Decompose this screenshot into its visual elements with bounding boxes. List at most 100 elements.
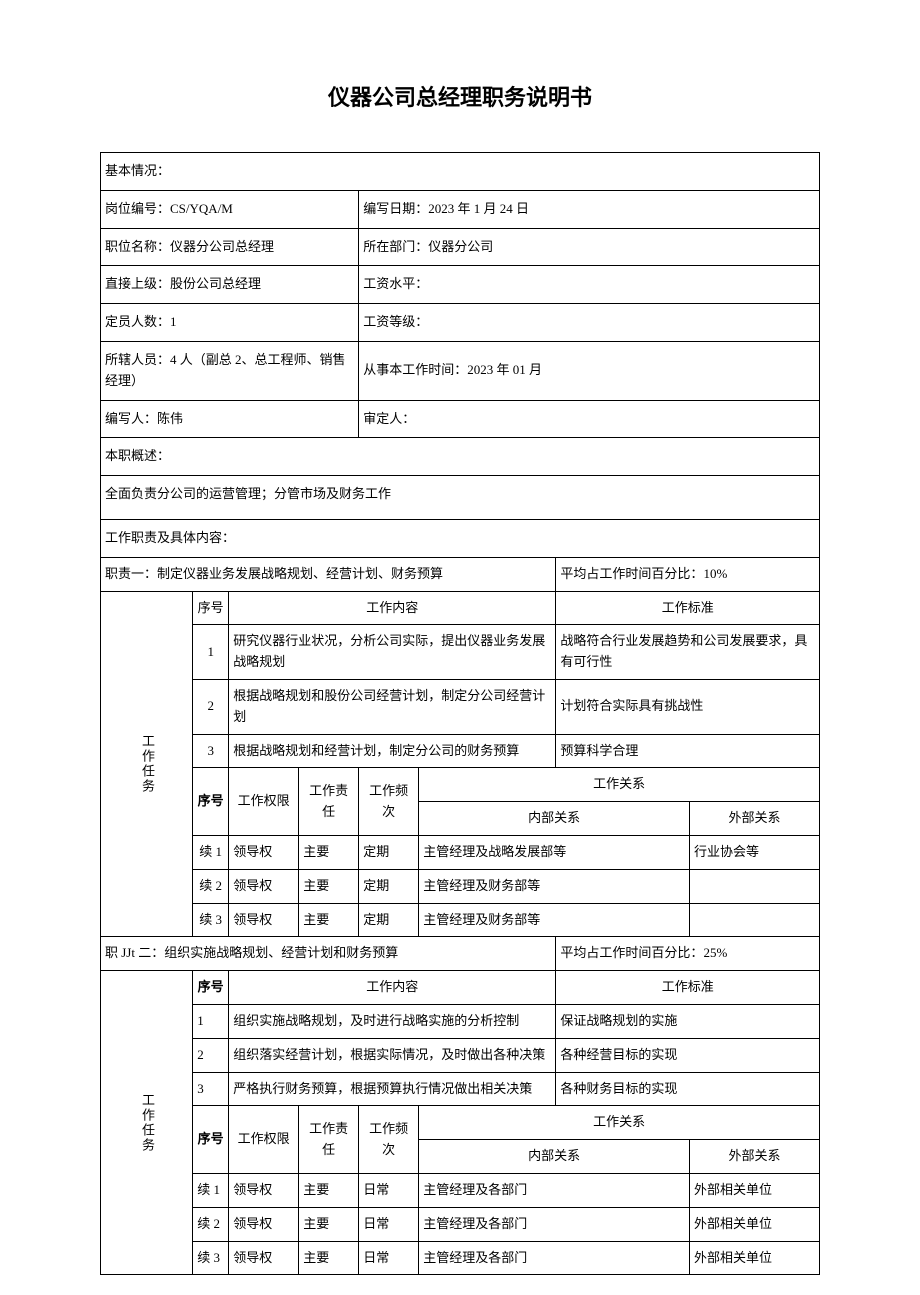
d2-c3-ext: 外部相关单位 — [690, 1241, 820, 1275]
d2-c1-freq: 日常 — [359, 1173, 419, 1207]
d1-c3-resp: 主要 — [299, 903, 359, 937]
duty1-title: 职责一：制定仪器业务发展战略规划、经营计划、财务预算 — [101, 557, 556, 591]
salary-level-cell: 工资水平： — [359, 266, 820, 304]
headcount-cell: 定员人数：1 — [101, 304, 359, 342]
d2-c1-resp: 主要 — [299, 1173, 359, 1207]
d2-c3-freq: 日常 — [359, 1241, 419, 1275]
d1-c1-freq: 定期 — [359, 835, 419, 869]
d2-c2-freq: 日常 — [359, 1207, 419, 1241]
d1-r3-seq: 3 — [193, 734, 229, 768]
overview-section-header: 本职概述： — [101, 438, 820, 476]
d1-r1-content: 研究仪器行业状况，分析公司实际，提出仪器业务发展战略规划 — [229, 625, 556, 680]
d1-c1-ext: 行业协会等 — [690, 835, 820, 869]
col-frequency-2: 工作频次 — [359, 1106, 419, 1174]
d1-r1-seq: 1 — [193, 625, 229, 680]
duty2-pct-label: 平均占工作时间百分比： — [560, 945, 703, 960]
d2-c1-int: 主管经理及各部门 — [419, 1173, 690, 1207]
d2-c3-int: 主管经理及各部门 — [419, 1241, 690, 1275]
d1-r3-standard: 预算科学合理 — [556, 734, 820, 768]
duty1-task-label: 工作任务 — [101, 591, 193, 937]
d1-c1-int: 主管经理及战略发展部等 — [419, 835, 690, 869]
d2-c2-ext: 外部相关单位 — [690, 1207, 820, 1241]
d1-c2-auth: 领导权 — [229, 869, 299, 903]
d2-c3-seq: 续 3 — [193, 1241, 229, 1275]
job-description-table: 基本情况： 岗位编号：CS/YQA/M 编写日期：2023 年 1 月 24 日… — [100, 152, 820, 1275]
position-name-cell: 职位名称：仪器分公司总经理 — [101, 228, 359, 266]
col-external: 外部关系 — [690, 802, 820, 836]
d2-r1-content: 组织实施战略规划，及时进行战略实施的分析控制 — [229, 1004, 556, 1038]
d1-c3-seq: 续 3 — [193, 903, 229, 937]
dept-value: 仪器分公司 — [428, 239, 493, 254]
col-responsibility-2: 工作责任 — [299, 1106, 359, 1174]
col-relation-2: 工作关系 — [419, 1106, 820, 1140]
col-frequency: 工作频次 — [359, 768, 419, 836]
d2-r3-seq: 3 — [193, 1072, 229, 1106]
d1-c2-seq: 续 2 — [193, 869, 229, 903]
d2-c2-auth: 领导权 — [229, 1207, 299, 1241]
d1-c3-auth: 领导权 — [229, 903, 299, 937]
position-name-label: 职位名称： — [105, 239, 170, 254]
col-seq-2: 序号 — [193, 768, 229, 836]
writer-cell: 编写人：陈伟 — [101, 400, 359, 438]
col-internal: 内部关系 — [419, 802, 690, 836]
d1-c1-auth: 领导权 — [229, 835, 299, 869]
d2-c3-resp: 主要 — [299, 1241, 359, 1275]
d2-r1-seq: 1 — [193, 1004, 229, 1038]
overview-text: 全面负责分公司的运营管理；分管市场及财务工作 — [101, 476, 820, 520]
col-relation: 工作关系 — [419, 768, 820, 802]
col-external-2: 外部关系 — [690, 1140, 820, 1174]
duty1-pct-label: 平均占工作时间百分比： — [560, 566, 703, 581]
col-responsibility: 工作责任 — [299, 768, 359, 836]
duty1-pct: 平均占工作时间百分比：10% — [556, 557, 820, 591]
d2-r2-content: 组织落实经营计划，根据实际情况，及时做出各种决策 — [229, 1038, 556, 1072]
d2-r2-seq: 2 — [193, 1038, 229, 1072]
d1-c2-freq: 定期 — [359, 869, 419, 903]
d2-r3-standard: 各种财务目标的实现 — [556, 1072, 820, 1106]
col-standard-2: 工作标准 — [556, 971, 820, 1005]
position-code-label: 岗位编号： — [105, 201, 170, 216]
col-seq-4: 序号 — [193, 1106, 229, 1174]
write-date-label: 编写日期： — [363, 201, 428, 216]
start-time-label: 从事本工作时间： — [363, 362, 467, 377]
dept-label: 所在部门： — [363, 239, 428, 254]
dept-cell: 所在部门：仪器分公司 — [359, 228, 820, 266]
write-date-cell: 编写日期：2023 年 1 月 24 日 — [359, 190, 820, 228]
writer-label: 编写人： — [105, 411, 157, 426]
d1-c2-int: 主管经理及财务部等 — [419, 869, 690, 903]
salary-grade-label: 工资等级： — [363, 314, 428, 329]
d2-c2-resp: 主要 — [299, 1207, 359, 1241]
position-name-value: 仪器分公司总经理 — [170, 239, 274, 254]
duty2-title: 职 JJt 二：组织实施战略规划、经营计划和财务预算 — [101, 937, 556, 971]
duties-section-header: 工作职责及具体内容： — [101, 519, 820, 557]
d2-c3-auth: 领导权 — [229, 1241, 299, 1275]
d1-r3-content: 根据战略规划和经营计划，制定分公司的财务预算 — [229, 734, 556, 768]
approver-cell: 审定人： — [359, 400, 820, 438]
d2-c1-seq: 续 1 — [193, 1173, 229, 1207]
position-code-cell: 岗位编号：CS/YQA/M — [101, 190, 359, 228]
col-internal-2: 内部关系 — [419, 1140, 690, 1174]
d1-c1-resp: 主要 — [299, 835, 359, 869]
d2-c1-auth: 领导权 — [229, 1173, 299, 1207]
salary-level-label: 工资水平： — [363, 276, 428, 291]
d2-c2-seq: 续 2 — [193, 1207, 229, 1241]
d1-r2-content: 根据战略规划和股份公司经营计划，制定分公司经营计划 — [229, 679, 556, 734]
headcount-label: 定员人数： — [105, 314, 170, 329]
position-code-value: CS/YQA/M — [170, 201, 233, 216]
d1-r2-seq: 2 — [193, 679, 229, 734]
start-time-value: 2023 年 01 月 — [467, 362, 542, 377]
d1-c3-freq: 定期 — [359, 903, 419, 937]
salary-grade-cell: 工资等级： — [359, 304, 820, 342]
d1-c3-int: 主管经理及财务部等 — [419, 903, 690, 937]
col-authority: 工作权限 — [229, 768, 299, 836]
col-authority-2: 工作权限 — [229, 1106, 299, 1174]
duty2-task-label: 工作任务 — [101, 971, 193, 1275]
d1-c1-seq: 续 1 — [193, 835, 229, 869]
col-content-2: 工作内容 — [229, 971, 556, 1005]
supervisor-label: 直接上级： — [105, 276, 170, 291]
d1-r2-standard: 计划符合实际具有挑战性 — [556, 679, 820, 734]
d2-r1-standard: 保证战略规划的实施 — [556, 1004, 820, 1038]
subordinates-label: 所辖人员： — [105, 352, 170, 367]
approver-label: 审定人： — [363, 411, 415, 426]
document-title: 仪器公司总经理职务说明书 — [100, 80, 820, 112]
headcount-value: 1 — [170, 314, 177, 329]
